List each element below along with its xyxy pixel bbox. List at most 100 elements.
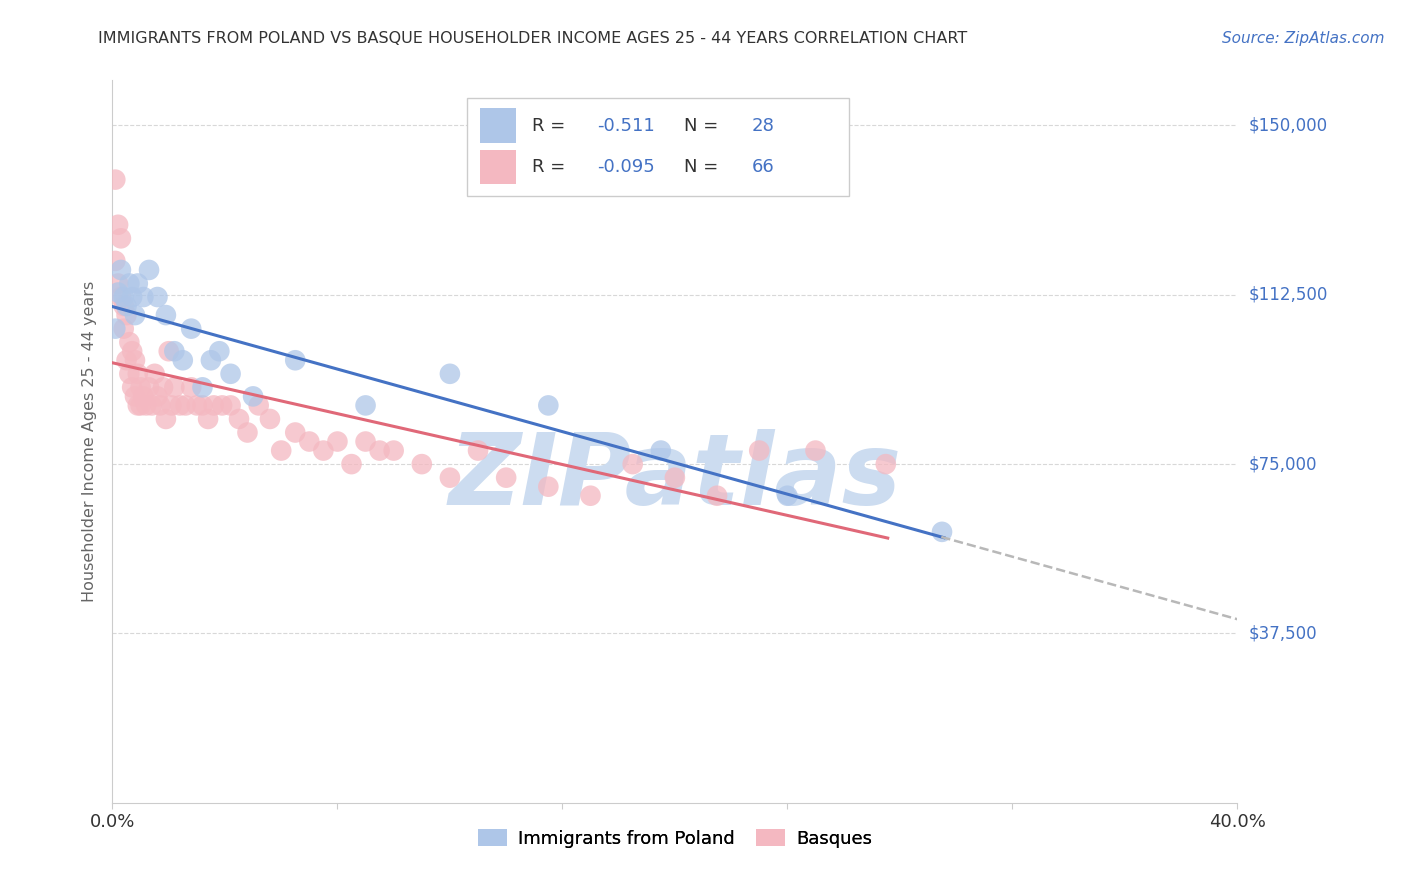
Point	[110, 231, 132, 245]
Point	[368, 443, 391, 458]
Point	[115, 353, 138, 368]
Point	[579, 489, 602, 503]
Point	[121, 344, 143, 359]
Point	[186, 398, 208, 412]
Point	[495, 470, 517, 484]
Point	[104, 321, 127, 335]
Point	[157, 344, 180, 359]
Point	[284, 353, 307, 368]
Point	[236, 425, 259, 440]
Point	[298, 434, 321, 449]
Point	[141, 398, 163, 412]
Text: $150,000: $150,000	[1249, 117, 1327, 135]
Point	[163, 380, 186, 394]
Point	[228, 412, 250, 426]
Point	[104, 172, 127, 186]
Point	[110, 290, 132, 304]
Point	[664, 470, 686, 484]
Point	[124, 353, 146, 368]
Point	[208, 344, 231, 359]
Point	[160, 398, 183, 412]
Point	[118, 277, 141, 291]
Point	[326, 434, 349, 449]
Point	[219, 398, 242, 412]
Legend: Immigrants from Poland, Basques: Immigrants from Poland, Basques	[471, 822, 879, 855]
Point	[163, 344, 186, 359]
Point	[197, 412, 219, 426]
Point	[138, 380, 160, 394]
Point	[219, 367, 242, 381]
Point	[467, 443, 489, 458]
FancyBboxPatch shape	[481, 150, 516, 185]
Point	[143, 367, 166, 381]
Text: N =: N =	[683, 158, 724, 176]
FancyBboxPatch shape	[467, 98, 849, 196]
Point	[354, 398, 377, 412]
Point	[132, 389, 155, 403]
Text: 66: 66	[751, 158, 775, 176]
Point	[107, 285, 129, 300]
Point	[169, 398, 191, 412]
Text: $75,000: $75,000	[1249, 455, 1317, 473]
Point	[259, 412, 281, 426]
Text: IMMIGRANTS FROM POLAND VS BASQUE HOUSEHOLDER INCOME AGES 25 - 44 YEARS CORRELATI: IMMIGRANTS FROM POLAND VS BASQUE HOUSEHO…	[98, 31, 967, 46]
Point	[172, 353, 194, 368]
Point	[115, 308, 138, 322]
Point	[284, 425, 307, 440]
Point	[776, 489, 799, 503]
Point	[340, 457, 363, 471]
Point	[118, 367, 141, 381]
Point	[706, 489, 728, 503]
Point	[121, 290, 143, 304]
Point	[112, 299, 135, 313]
Text: N =: N =	[683, 117, 724, 135]
Point	[127, 398, 149, 412]
Point	[650, 443, 672, 458]
Point	[180, 380, 202, 394]
Point	[200, 353, 222, 368]
Point	[180, 321, 202, 335]
Point	[382, 443, 405, 458]
Point	[211, 398, 233, 412]
Point	[107, 218, 129, 232]
Text: $112,500: $112,500	[1249, 285, 1327, 304]
Point	[127, 367, 149, 381]
Point	[931, 524, 953, 539]
Text: 28: 28	[751, 117, 775, 135]
Y-axis label: Householder Income Ages 25 - 44 years: Householder Income Ages 25 - 44 years	[82, 281, 97, 602]
Point	[112, 321, 135, 335]
Text: -0.095: -0.095	[598, 158, 655, 176]
Point	[242, 389, 264, 403]
Text: ZIPatlas: ZIPatlas	[449, 429, 901, 526]
Point	[247, 398, 270, 412]
Text: R =: R =	[531, 158, 571, 176]
FancyBboxPatch shape	[481, 109, 516, 143]
Point	[537, 398, 560, 412]
Point	[155, 308, 177, 322]
Point	[155, 412, 177, 426]
Point	[439, 367, 461, 381]
Text: Source: ZipAtlas.com: Source: ZipAtlas.com	[1222, 31, 1385, 46]
Point	[312, 443, 335, 458]
Point	[132, 290, 155, 304]
Text: $37,500: $37,500	[1249, 624, 1317, 642]
Point	[124, 389, 146, 403]
Point	[621, 457, 644, 471]
Point	[537, 480, 560, 494]
Point	[146, 389, 169, 403]
Point	[138, 263, 160, 277]
Point	[110, 263, 132, 277]
Point	[124, 308, 146, 322]
Point	[149, 398, 172, 412]
Point	[191, 380, 214, 394]
Point	[127, 277, 149, 291]
Text: R =: R =	[531, 117, 571, 135]
Point	[135, 398, 157, 412]
Point	[112, 290, 135, 304]
Point	[748, 443, 770, 458]
Point	[202, 398, 225, 412]
Text: -0.511: -0.511	[598, 117, 655, 135]
Point	[875, 457, 897, 471]
Point	[411, 457, 433, 471]
Point	[104, 253, 127, 268]
